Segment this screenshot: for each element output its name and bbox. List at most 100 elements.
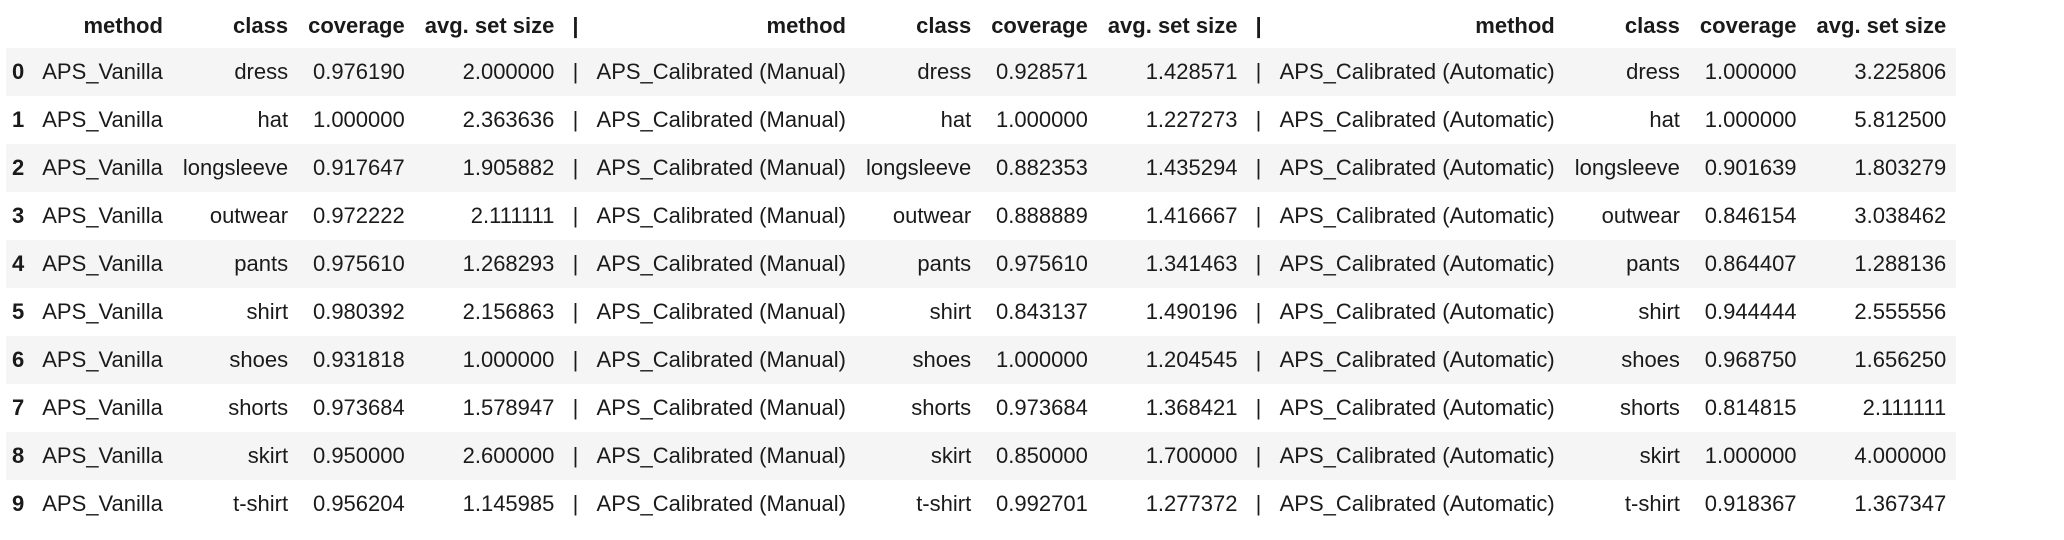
cell-avg-set-size-vanilla: 1.268293: [462, 251, 555, 276]
cell-coverage-vanilla: 1.000000: [312, 107, 405, 132]
cell-method-automatic: APS_Calibrated (Automatic): [1279, 203, 1555, 228]
cell-avg-set-size-manual: 1.277372: [1145, 491, 1238, 516]
cell-coverage-automatic: 0.814815: [1704, 395, 1797, 420]
cell-class-automatic: shirt: [1638, 299, 1680, 324]
table-row: 9 APS_Vanilla t-shirt 0.956204 1.145985 | APS_…: [6, 480, 1956, 528]
cell-index: 0: [12, 59, 25, 84]
header-method-vanilla: method: [83, 13, 163, 38]
cell-method-manual: APS_Calibrated (Manual): [596, 251, 846, 276]
cell-separator-1: |: [572, 491, 579, 516]
header-coverage-automatic: coverage: [1699, 13, 1797, 38]
cell-coverage-manual: 1.000000: [996, 107, 1088, 132]
cell-class-automatic: skirt: [1639, 443, 1680, 468]
cell-class-manual: outwear: [892, 203, 972, 228]
header-class-manual: class: [916, 13, 972, 38]
cell-class-vanilla: shorts: [228, 395, 289, 420]
cell-class-manual: longsleeve: [866, 155, 972, 180]
cell-class-automatic: longsleeve: [1574, 155, 1680, 180]
cell-coverage-vanilla: 0.980392: [312, 299, 405, 324]
cell-method-vanilla: APS_Vanilla: [42, 107, 163, 132]
cell-coverage-automatic: 0.901639: [1704, 155, 1797, 180]
table-row: 6 APS_Vanilla shoes 0.931818 1.000000 | APS_Ca…: [6, 336, 1957, 384]
cell-avg-set-size-vanilla: 1.578947: [462, 395, 555, 420]
table-row: 4 APS_Vanilla pants 0.975610 1.268293 | APS_Ca…: [6, 240, 1957, 288]
cell-index: 5: [12, 299, 25, 324]
cell-avg-set-size-manual: 1.700000: [1145, 443, 1238, 468]
cell-coverage-automatic: 0.968750: [1704, 347, 1797, 372]
header-method-automatic: method: [1475, 13, 1555, 38]
cell-separator-2: |: [1255, 395, 1262, 420]
table-row: 1 APS_Vanilla hat 1.000000 2.363636 | APS_Cali…: [6, 96, 1956, 144]
cell-method-manual: APS_Calibrated (Manual): [596, 491, 846, 516]
cell-separator-2: |: [1255, 203, 1262, 228]
header-separator-1: |: [572, 13, 579, 38]
cell-method-automatic: APS_Calibrated (Automatic): [1279, 299, 1555, 324]
cell-coverage-manual: 0.992701: [996, 491, 1088, 516]
cell-coverage-manual: 0.882353: [996, 155, 1088, 180]
cell-method-automatic: APS_Calibrated (Automatic): [1279, 395, 1555, 420]
cell-avg-set-size-automatic: 3.038462: [1854, 203, 1947, 228]
cell-coverage-manual: 0.928571: [996, 59, 1088, 84]
cell-class-vanilla: outwear: [209, 203, 289, 228]
cell-method-manual: APS_Calibrated (Manual): [596, 395, 846, 420]
cell-method-manual: APS_Calibrated (Manual): [596, 155, 846, 180]
cell-separator-2: |: [1255, 347, 1262, 372]
cell-method-manual: APS_Calibrated (Manual): [596, 347, 846, 372]
cell-method-vanilla: APS_Vanilla: [42, 443, 163, 468]
cell-avg-set-size-manual: 1.341463: [1145, 251, 1238, 276]
cell-coverage-automatic: 0.864407: [1704, 251, 1797, 276]
header-avg-set-size-automatic: avg. set size: [1816, 13, 1947, 38]
table-row: 5 APS_Vanilla shirt 0.980392 2.156863 | APS_Ca…: [6, 288, 1956, 336]
cell-coverage-manual: 0.843137: [996, 299, 1088, 324]
cell-separator-2: |: [1255, 155, 1262, 180]
table-row: 8 APS_Vanilla skirt 0.950000 2.600000 | APS_Ca…: [6, 432, 1957, 480]
cell-class-automatic: shoes: [1621, 347, 1680, 372]
cell-avg-set-size-automatic: 1.656250: [1854, 347, 1947, 372]
cell-index: 9: [12, 491, 25, 516]
cell-separator-1: |: [572, 443, 579, 468]
cell-method-vanilla: APS_Vanilla: [42, 395, 163, 420]
cell-avg-set-size-automatic: 1.803279: [1854, 155, 1947, 180]
header-avg-set-size-manual: avg. set size: [1107, 13, 1238, 38]
table-row: 3 APS_Vanilla outwear 0.972222 2.111111 | APS_…: [6, 192, 1956, 240]
cell-separator-1: |: [572, 155, 579, 180]
cell-separator-1: |: [572, 299, 579, 324]
header-separator-2: |: [1255, 13, 1262, 38]
cell-separator-1: |: [572, 347, 579, 372]
table-header: method class coverage avg. set size | me…: [6, 4, 1956, 48]
cell-class-manual: pants: [917, 251, 972, 276]
cell-avg-set-size-automatic: 3.225806: [1854, 59, 1947, 84]
cell-method-manual: APS_Calibrated (Manual): [596, 59, 846, 84]
cell-coverage-manual: 0.973684: [996, 395, 1088, 420]
cell-separator-2: |: [1255, 299, 1262, 324]
cell-avg-set-size-vanilla: 2.000000: [462, 59, 555, 84]
header-class-automatic: class: [1624, 13, 1680, 38]
cell-avg-set-size-vanilla: 2.363636: [462, 107, 555, 132]
cell-coverage-vanilla: 0.956204: [312, 491, 405, 516]
cell-coverage-automatic: 0.918367: [1704, 491, 1797, 516]
cell-index: 3: [12, 203, 25, 228]
cell-coverage-manual: 1.000000: [996, 347, 1088, 372]
header-row: method class coverage avg. set size | me…: [6, 4, 1956, 48]
header-coverage-vanilla: coverage: [308, 13, 405, 38]
cell-coverage-vanilla: 0.950000: [312, 443, 405, 468]
cell-class-manual: t-shirt: [916, 491, 972, 516]
cell-class-vanilla: shoes: [229, 347, 289, 372]
cell-method-manual: APS_Calibrated (Manual): [596, 443, 846, 468]
table-row: 7 APS_Vanilla shorts 0.973684 1.578947 | APS_C…: [6, 384, 1956, 432]
header-index: [6, 4, 32, 48]
cell-coverage-vanilla: 0.976190: [312, 59, 405, 84]
cell-class-manual: dress: [917, 59, 972, 84]
cell-coverage-vanilla: 0.972222: [312, 203, 405, 228]
cell-index: 6: [12, 347, 25, 372]
cell-separator-1: |: [572, 203, 579, 228]
cell-class-vanilla: hat: [257, 107, 289, 132]
table-body: 0 APS_Vanilla dress 0.976190 2.000000 | APS_Ca…: [6, 48, 1957, 528]
cell-coverage-manual: 0.850000: [996, 443, 1088, 468]
cell-coverage-manual: 0.888889: [996, 203, 1088, 228]
cell-avg-set-size-vanilla: 1.145985: [462, 491, 555, 516]
cell-avg-set-size-manual: 1.204545: [1145, 347, 1238, 372]
cell-method-automatic: APS_Calibrated (Automatic): [1279, 491, 1555, 516]
cell-separator-2: |: [1255, 59, 1262, 84]
cell-avg-set-size-automatic: 4.000000: [1854, 443, 1947, 468]
